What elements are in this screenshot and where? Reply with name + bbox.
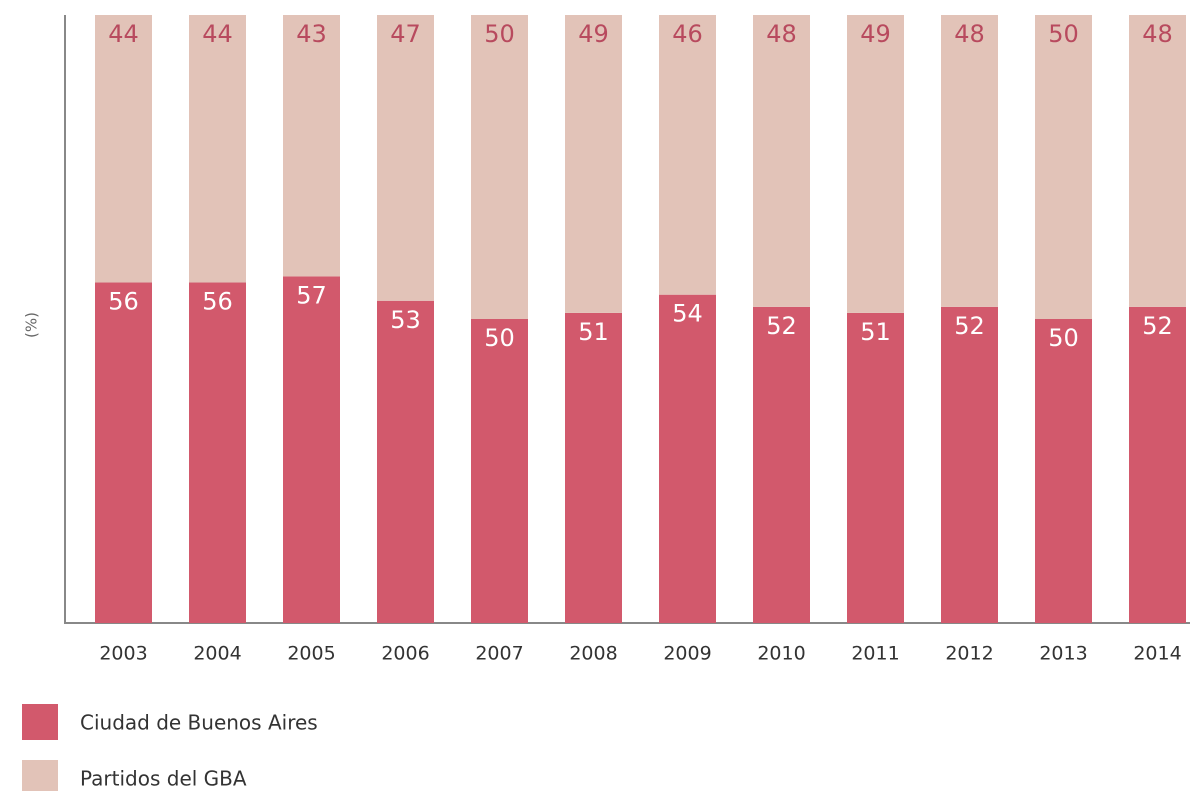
y-axis-label: (%) xyxy=(23,312,41,338)
data-label: 52 xyxy=(954,312,985,340)
bar-segment xyxy=(659,294,716,623)
data-label: 50 xyxy=(484,324,515,352)
data-label: 56 xyxy=(202,288,233,316)
legend-label: Partidos del GBA xyxy=(80,767,247,791)
bar-segment xyxy=(1035,319,1092,623)
data-label: 50 xyxy=(1048,20,1079,48)
data-label: 43 xyxy=(296,20,327,48)
data-label: 44 xyxy=(108,20,139,48)
x-tick-label: 2007 xyxy=(475,643,523,665)
data-label: 53 xyxy=(390,306,421,334)
data-label: 44 xyxy=(202,20,233,48)
bar-segment xyxy=(847,312,904,623)
x-tick-label: 2012 xyxy=(945,643,993,665)
data-label: 47 xyxy=(390,20,421,48)
data-label: 52 xyxy=(766,312,797,340)
bar-segment xyxy=(753,15,810,307)
data-label: 51 xyxy=(578,318,609,346)
bar-segment xyxy=(95,282,152,623)
bar-segment xyxy=(283,276,340,623)
x-tick-label: 2010 xyxy=(757,643,805,665)
bar-segment xyxy=(189,282,246,623)
bar-segment xyxy=(753,306,810,623)
data-label: 49 xyxy=(860,20,891,48)
bar-segment xyxy=(565,312,622,623)
data-label: 48 xyxy=(954,20,985,48)
x-tick-label: 2008 xyxy=(569,643,617,665)
bar-segment xyxy=(1035,15,1092,319)
legend-label: Ciudad de Buenos Aires xyxy=(80,711,318,735)
bar-segment xyxy=(1129,306,1186,623)
data-label: 52 xyxy=(1142,312,1173,340)
bar-segment xyxy=(659,15,716,295)
data-label: 50 xyxy=(484,20,515,48)
data-label: 50 xyxy=(1048,324,1079,352)
legend-swatch xyxy=(22,760,58,795)
x-tick-label: 2003 xyxy=(99,643,147,665)
bar-segment xyxy=(471,15,528,319)
x-tick-label: 2004 xyxy=(193,643,241,665)
bar-segment xyxy=(283,15,340,277)
data-label: 48 xyxy=(766,20,797,48)
x-tick-label: 2006 xyxy=(381,643,429,665)
bar-segment xyxy=(941,15,998,307)
data-label: 54 xyxy=(672,300,703,328)
bar-segment xyxy=(377,15,434,301)
data-label: 48 xyxy=(1142,20,1173,48)
x-tick-label: 2013 xyxy=(1039,643,1087,665)
data-label: 46 xyxy=(672,20,703,48)
x-tick-label: 2011 xyxy=(851,643,899,665)
bar-segment xyxy=(471,319,528,623)
bar-segment xyxy=(565,15,622,313)
bar-segment xyxy=(95,15,152,283)
bar-segment xyxy=(189,15,246,283)
data-label: 56 xyxy=(108,288,139,316)
x-tick-label: 2005 xyxy=(287,643,335,665)
data-label: 49 xyxy=(578,20,609,48)
legend-swatch xyxy=(22,704,58,740)
x-tick-label: 2009 xyxy=(663,643,711,665)
data-label: 51 xyxy=(860,318,891,346)
bar-segment xyxy=(941,306,998,623)
bar-segment xyxy=(847,15,904,313)
bar-segment xyxy=(1129,15,1186,307)
x-tick-label: 2014 xyxy=(1133,643,1181,665)
data-label: 57 xyxy=(296,281,327,309)
bar-segment xyxy=(377,300,434,623)
